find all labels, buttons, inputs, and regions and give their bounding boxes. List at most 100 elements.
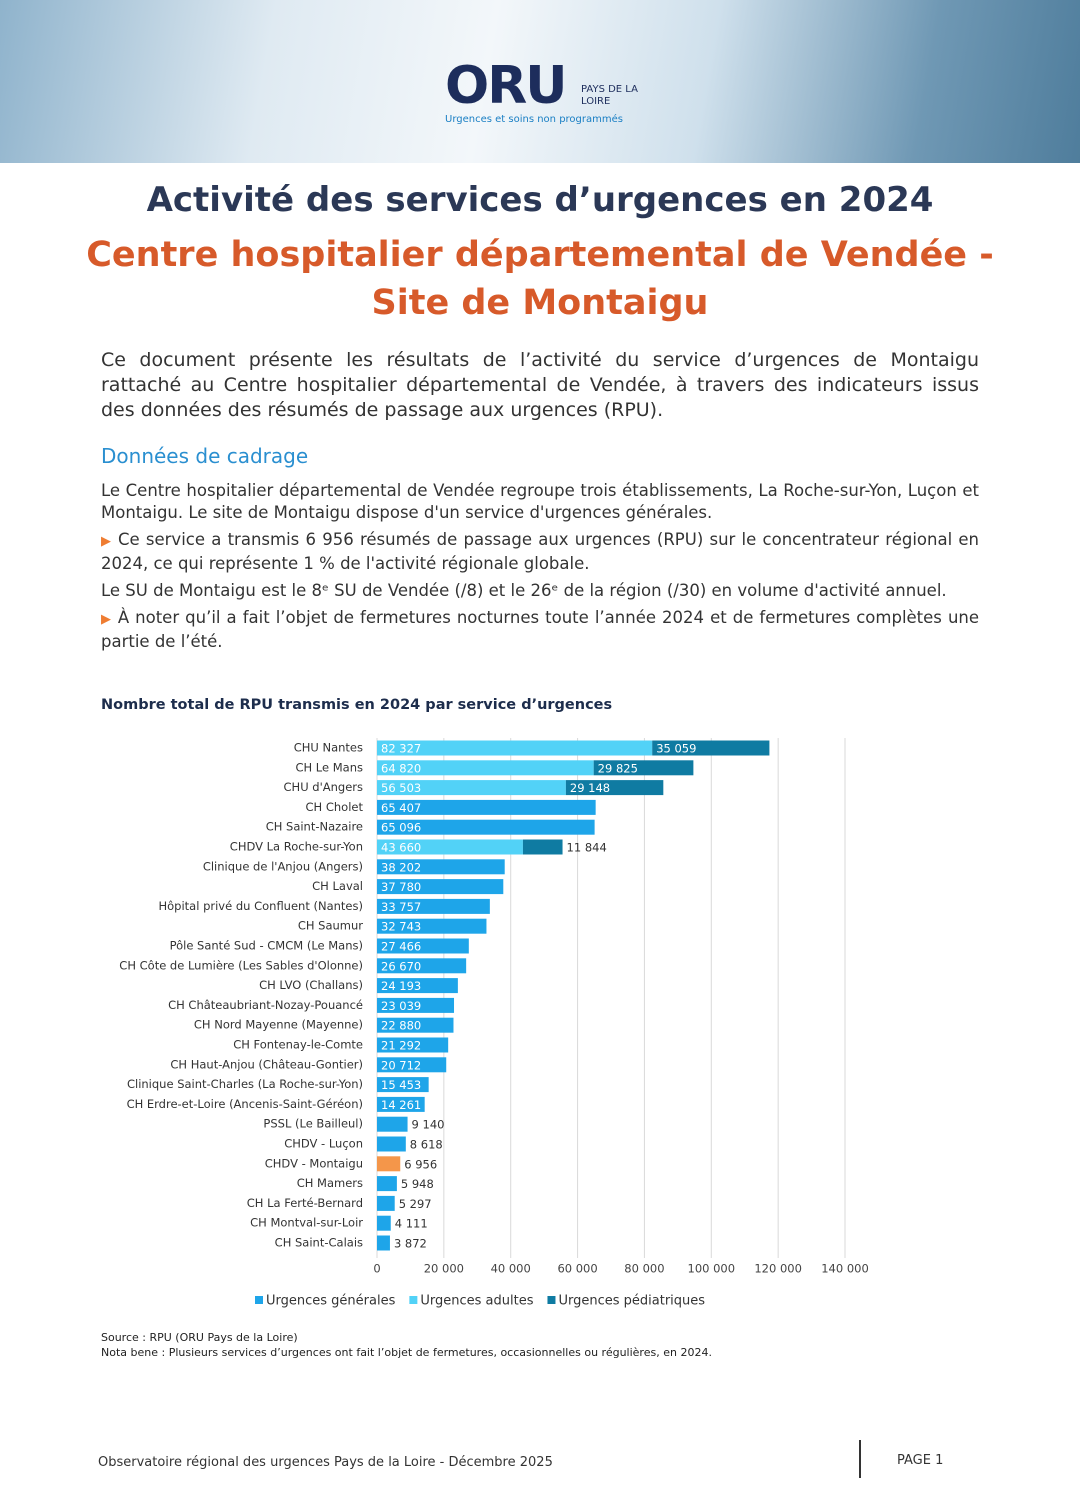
data-label: 5 297: [399, 1197, 432, 1211]
bar: [377, 1156, 401, 1172]
y-tick-label: PSSL (Le Bailleul): [263, 1117, 363, 1131]
y-tick-label: CH Saint-Calais: [275, 1236, 363, 1250]
data-label: 29 825: [598, 761, 638, 775]
header-banner: [0, 0, 1080, 163]
x-tick-label: 40 000: [491, 1262, 531, 1276]
y-tick-label: CH Haut-Anjou (Château-Gontier): [170, 1057, 363, 1071]
source-text: Source : RPU (ORU Pays de la Loire): [101, 1331, 298, 1344]
legend-swatch: [255, 1296, 263, 1304]
subtitle: Centre hospitalier départemental de Vend…: [86, 235, 994, 275]
x-tick-label: 100 000: [688, 1262, 736, 1276]
y-tick-label: CH Mamers: [297, 1176, 363, 1190]
x-tick-label: 140 000: [821, 1262, 869, 1276]
bar: [377, 1235, 390, 1251]
bar: [565, 780, 664, 796]
bar: [377, 780, 566, 796]
bar: [377, 1195, 395, 1211]
bar: [593, 760, 694, 776]
y-tick-label: CH Côte de Lumière (Les Sables d'Olonne): [119, 958, 363, 972]
legend-label: Urgences pédiatriques: [558, 1294, 705, 1309]
bar: [377, 1096, 425, 1112]
bar: [377, 938, 469, 954]
bar: [377, 839, 523, 855]
data-label: 65 407: [381, 801, 421, 815]
section-heading: Données de cadrage: [101, 444, 309, 468]
y-tick-label: Clinique de l'Anjou (Angers): [203, 859, 363, 873]
y-tick-label: CH Cholet: [306, 800, 364, 814]
bar: [377, 1017, 454, 1033]
data-label: 27 466: [381, 940, 421, 954]
x-tick-label: 60 000: [557, 1262, 597, 1276]
data-label: 21 292: [381, 1039, 421, 1053]
data-label: 9 140: [412, 1118, 445, 1132]
data-label: 15 453: [381, 1078, 421, 1092]
data-label: 56 503: [381, 781, 421, 795]
data-label: 20 712: [381, 1058, 421, 1072]
paragraph: À noter qu’il a fait l’objet de fermetur…: [101, 607, 979, 653]
y-tick-label: CH Montval-sur-Loir: [250, 1216, 363, 1230]
tagline: Urgences et soins non programmés: [445, 114, 623, 125]
legend-label: Urgences générales: [266, 1294, 396, 1309]
y-tick-label: CHDV - Montaigu: [265, 1156, 363, 1170]
intro: Ce document présente les résultats de l’…: [101, 349, 979, 421]
nota-text: Nota bene : Plusieurs services d’urgence…: [101, 1346, 712, 1359]
data-label: 5 948: [401, 1177, 434, 1191]
data-label: 22 880: [381, 1019, 421, 1033]
bar: [377, 1215, 391, 1231]
footer-text: Observatoire régional des urgences Pays …: [98, 1455, 553, 1470]
data-label: 82 327: [381, 742, 421, 756]
legend-swatch: [409, 1296, 418, 1304]
source: Source : RPU (ORU Pays de la Loire) Nota…: [101, 1330, 712, 1360]
data-label: 8 618: [410, 1138, 443, 1152]
data-label: 64 820: [381, 761, 421, 775]
chart-title: Nombre total de RPU transmis en 2024 par…: [101, 697, 612, 713]
x-tick-label: 0: [373, 1262, 380, 1276]
title: Activité des services d’urgences en 2024: [146, 180, 934, 220]
y-tick-label: CHDV - Luçon: [284, 1137, 363, 1151]
bar: [377, 879, 504, 895]
bar: [377, 1057, 447, 1073]
data-label: 37 780: [381, 880, 421, 894]
data-label: 3 872: [394, 1237, 427, 1251]
bar: [377, 898, 490, 914]
bar: [377, 958, 467, 974]
bar: [377, 760, 594, 776]
y-tick-label: CH LVO (Challans): [259, 978, 363, 992]
bar: [377, 799, 596, 815]
y-tick-label: CH Laval: [312, 879, 363, 893]
data-label: 23 039: [381, 999, 421, 1013]
bar: [377, 859, 505, 875]
data-label: 38 202: [381, 860, 421, 874]
data-label: 6 956: [404, 1157, 437, 1171]
data-label: 35 059: [656, 742, 696, 756]
data-label: 65 096: [381, 821, 421, 835]
data-label: 24 193: [381, 979, 421, 993]
data-label: 26 670: [381, 959, 421, 973]
paragraph: Le Centre hospitalier départemental de V…: [101, 481, 979, 522]
bar: [377, 1136, 406, 1152]
y-tick-label: CH Saumur: [298, 919, 363, 933]
x-tick-label: 120 000: [754, 1262, 802, 1276]
data-label: 11 844: [567, 841, 607, 855]
data-label: 43 660: [381, 841, 421, 855]
paragraph: Ce service a transmis 6 956 résumés de p…: [101, 529, 979, 575]
chart: Nombre total de RPU transmis en 2024 par…: [101, 697, 869, 1309]
logo: ORU: [445, 56, 567, 116]
data-label: 4 111: [395, 1217, 428, 1231]
logo-subtitle: PAYS DE LA LOIRE: [581, 84, 638, 107]
footer-divider: [859, 1440, 861, 1478]
y-tick-label: CHU Nantes: [294, 741, 363, 755]
bar: [377, 997, 455, 1013]
y-tick-label: CHU d'Angers: [284, 780, 363, 794]
y-tick-label: Pôle Santé Sud - CMCM (Le Mans): [170, 939, 363, 953]
bar: [377, 819, 595, 835]
data-label: 14 261: [381, 1098, 421, 1112]
y-tick-label: CH Saint-Nazaire: [266, 820, 363, 834]
bar: [377, 740, 653, 756]
y-tick-label: CH Fontenay-le-Comte: [233, 1038, 363, 1052]
y-tick-label: CH La Ferté-Bernard: [247, 1196, 363, 1210]
y-tick-label: CH Nord Mayenne (Mayenne): [194, 1018, 363, 1032]
x-tick-label: 80 000: [624, 1262, 664, 1276]
y-tick-label: CH Erdre-et-Loire (Ancenis-Saint-Géréon): [127, 1097, 363, 1111]
